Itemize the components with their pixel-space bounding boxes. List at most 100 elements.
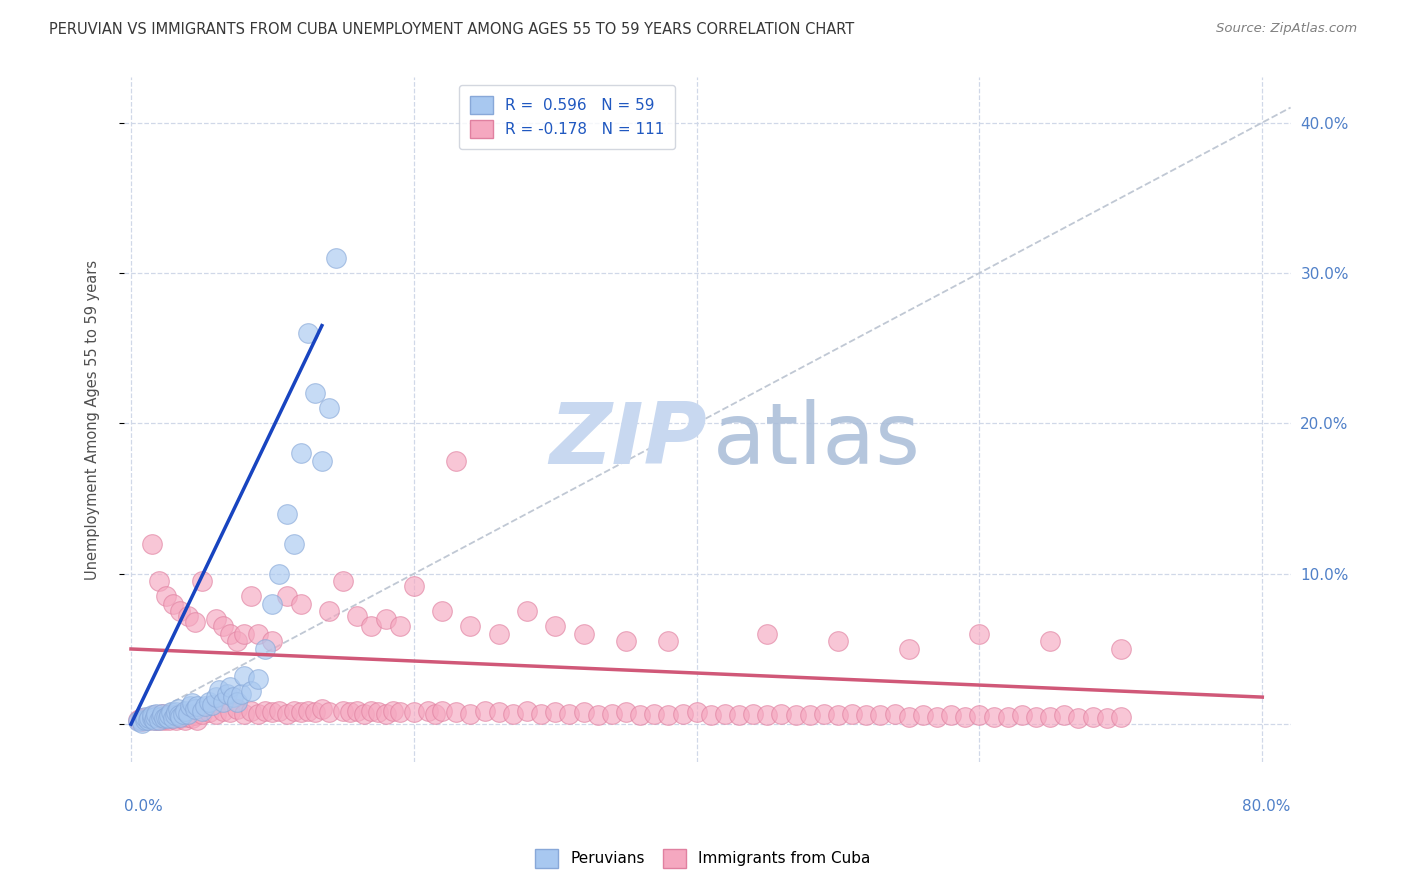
Point [200,698,222,712]
Point [1081,709,1104,723]
Point [1025,709,1047,723]
Point [628,708,651,723]
Point [217,687,239,701]
Point [460,706,482,721]
Y-axis label: Unemployment Among Ages 55 to 59 years: Unemployment Among Ages 55 to 59 years [86,260,100,580]
Point [193,699,215,714]
Point [226,695,249,709]
Point [827,708,849,723]
Point [173,713,195,727]
Point [558,706,581,721]
Point [233,669,256,683]
Point [169,604,191,618]
Point [149,709,172,723]
Point [183,708,205,723]
Point [402,579,425,593]
Point [488,705,510,719]
Text: Source: ZipAtlas.com: Source: ZipAtlas.com [1216,22,1357,36]
Point [166,702,188,716]
Point [138,709,160,723]
Point [136,713,159,727]
Point [152,711,174,725]
Point [219,680,242,694]
Point [155,709,177,723]
Point [488,627,510,641]
Point [197,695,219,709]
Point [367,705,389,719]
Point [1011,708,1033,723]
Point [142,708,165,723]
Point [430,604,453,618]
Point [283,537,305,551]
Point [131,714,153,728]
Point [148,713,170,727]
Point [141,537,163,551]
Point [586,708,609,723]
Point [728,708,751,723]
Point [983,709,1005,723]
Point [145,709,167,723]
Point [346,608,368,623]
Point [276,706,298,721]
Point [1095,711,1118,725]
Point [190,574,212,589]
Point [955,709,977,723]
Point [212,695,235,709]
Point [283,704,305,718]
Point [179,706,201,721]
Point [1039,709,1062,723]
Point [165,713,187,727]
Point [416,704,439,718]
Point [969,627,991,641]
Point [516,704,538,718]
Point [173,704,195,718]
Point [254,642,277,657]
Point [247,706,270,721]
Point [145,706,167,721]
Point [276,590,298,604]
Point [1067,711,1090,725]
Point [897,709,920,723]
Point [186,699,208,714]
Point [770,706,793,721]
Point [226,702,249,716]
Point [240,590,263,604]
Text: PERUVIAN VS IMMIGRANTS FROM CUBA UNEMPLOYMENT AMONG AGES 55 TO 59 YEARS CORRELAT: PERUVIAN VS IMMIGRANTS FROM CUBA UNEMPLO… [49,22,855,37]
Point [671,706,693,721]
Point [155,711,177,725]
Point [262,634,284,648]
Point [190,704,212,718]
Point [1053,708,1076,723]
Point [176,608,198,623]
Point [205,706,228,721]
Point [339,705,361,719]
Point [444,454,467,468]
Point [444,705,467,719]
Point [150,706,173,721]
Point [311,702,333,716]
Point [169,711,191,725]
Legend: Peruvians, Immigrants from Cuba: Peruvians, Immigrants from Cuba [529,843,877,873]
Point [172,708,194,723]
Point [167,706,190,721]
Text: 80.0%: 80.0% [1243,799,1291,814]
Point [136,713,159,727]
Point [180,696,202,710]
Point [162,711,184,725]
Point [141,711,163,725]
Point [381,704,404,718]
Point [162,711,184,725]
Point [212,704,235,718]
Point [219,627,242,641]
Point [205,690,228,705]
Point [159,709,181,723]
Point [600,706,623,721]
Point [290,597,312,611]
Point [374,612,396,626]
Point [911,708,934,723]
Point [297,326,319,340]
Point [152,713,174,727]
Point [841,706,863,721]
Point [318,705,340,719]
Point [157,708,180,723]
